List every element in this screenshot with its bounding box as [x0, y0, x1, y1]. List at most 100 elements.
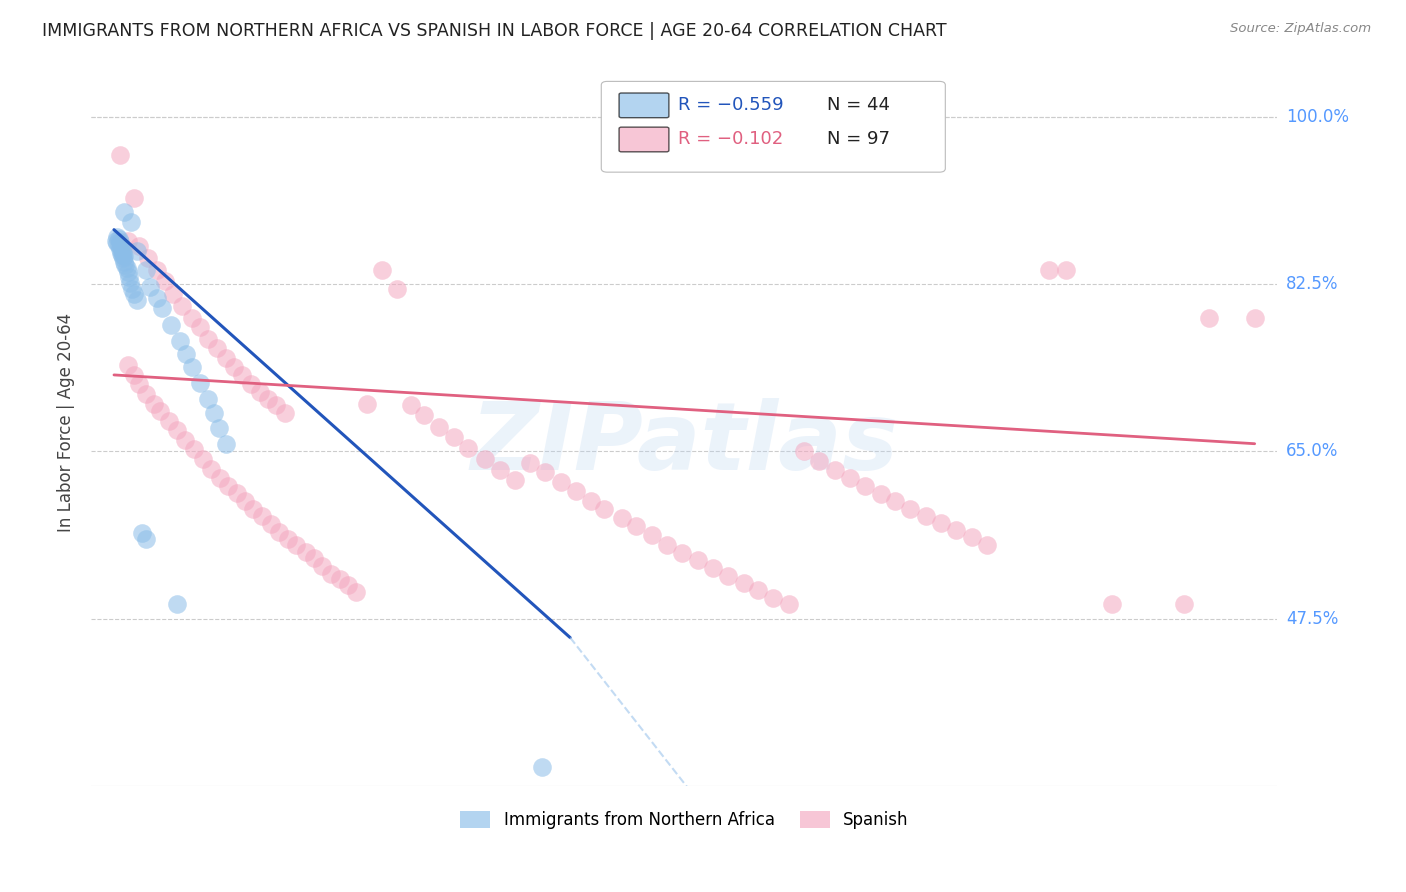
- Point: [117, 359, 139, 373]
- Point: [884, 494, 907, 508]
- Y-axis label: In Labor Force | Age 20-64: In Labor Force | Age 20-64: [58, 313, 75, 533]
- Text: 100.0%: 100.0%: [1286, 108, 1348, 126]
- Point: [111, 248, 134, 262]
- Point: [142, 396, 165, 410]
- Point: [269, 524, 291, 539]
- Point: [183, 442, 205, 457]
- Point: [257, 392, 280, 406]
- Point: [124, 286, 146, 301]
- Point: [302, 551, 325, 566]
- Point: [869, 487, 891, 501]
- Point: [115, 260, 138, 275]
- Point: [641, 528, 664, 542]
- Point: [180, 310, 202, 325]
- Point: [112, 245, 135, 260]
- Point: [108, 242, 131, 256]
- Point: [209, 471, 232, 485]
- Point: [112, 205, 135, 219]
- Point: [264, 399, 287, 413]
- Point: [231, 368, 253, 382]
- Point: [128, 239, 150, 253]
- Point: [135, 533, 157, 547]
- Point: [118, 276, 141, 290]
- Point: [474, 452, 496, 467]
- Point: [121, 282, 143, 296]
- Point: [146, 262, 169, 277]
- Point: [945, 523, 967, 537]
- Point: [174, 347, 197, 361]
- Point: [155, 274, 177, 288]
- Point: [657, 538, 679, 552]
- Text: 65.0%: 65.0%: [1286, 442, 1339, 460]
- Legend: Immigrants from Northern Africa, Spanish: Immigrants from Northern Africa, Spanish: [454, 804, 915, 836]
- Point: [277, 533, 299, 547]
- Point: [135, 387, 157, 401]
- Point: [215, 351, 238, 365]
- Point: [215, 436, 238, 450]
- Point: [112, 252, 135, 266]
- Point: [915, 509, 938, 524]
- Point: [124, 191, 146, 205]
- Point: [112, 249, 135, 263]
- Point: [610, 511, 633, 525]
- Point: [671, 546, 693, 560]
- Point: [702, 561, 724, 575]
- Point: [128, 377, 150, 392]
- Point: [550, 475, 572, 489]
- Point: [565, 484, 588, 499]
- Point: [285, 538, 308, 552]
- Point: [112, 255, 135, 269]
- Point: [807, 454, 830, 468]
- Point: [146, 292, 169, 306]
- Point: [336, 578, 359, 592]
- Point: [125, 293, 148, 308]
- Point: [929, 516, 952, 530]
- Point: [413, 408, 436, 422]
- Point: [239, 377, 262, 392]
- Point: [110, 245, 132, 260]
- Point: [1056, 262, 1078, 277]
- Point: [399, 399, 422, 413]
- Point: [205, 341, 228, 355]
- Point: [135, 262, 157, 277]
- Point: [1038, 262, 1060, 277]
- Point: [793, 444, 815, 458]
- Point: [1173, 597, 1195, 611]
- Point: [838, 471, 860, 485]
- Point: [233, 494, 256, 508]
- Point: [105, 234, 128, 248]
- Point: [108, 148, 131, 162]
- Point: [108, 235, 131, 249]
- Point: [105, 230, 128, 244]
- Point: [853, 479, 876, 493]
- Point: [117, 265, 139, 279]
- Point: [117, 234, 139, 248]
- Point: [188, 320, 211, 334]
- FancyBboxPatch shape: [619, 93, 669, 118]
- Point: [274, 406, 297, 420]
- Point: [200, 461, 222, 475]
- Point: [356, 396, 378, 410]
- Point: [197, 392, 219, 406]
- Point: [125, 244, 148, 258]
- FancyBboxPatch shape: [602, 81, 945, 172]
- Point: [107, 238, 129, 252]
- Text: 47.5%: 47.5%: [1286, 609, 1339, 628]
- Text: N = 97: N = 97: [827, 130, 890, 148]
- Point: [260, 516, 283, 531]
- Point: [530, 760, 553, 774]
- Point: [976, 538, 998, 552]
- Point: [1198, 310, 1220, 325]
- Point: [160, 318, 183, 333]
- Text: Source: ZipAtlas.com: Source: ZipAtlas.com: [1230, 22, 1371, 36]
- Point: [110, 240, 132, 254]
- Point: [197, 332, 219, 346]
- Point: [593, 501, 616, 516]
- Point: [778, 597, 800, 611]
- Point: [733, 576, 755, 591]
- Text: IMMIGRANTS FROM NORTHERN AFRICA VS SPANISH IN LABOR FORCE | AGE 20-64 CORRELATIO: IMMIGRANTS FROM NORTHERN AFRICA VS SPANI…: [42, 22, 946, 40]
- Point: [534, 466, 557, 480]
- Point: [166, 423, 188, 437]
- Point: [249, 385, 271, 400]
- Point: [252, 509, 274, 524]
